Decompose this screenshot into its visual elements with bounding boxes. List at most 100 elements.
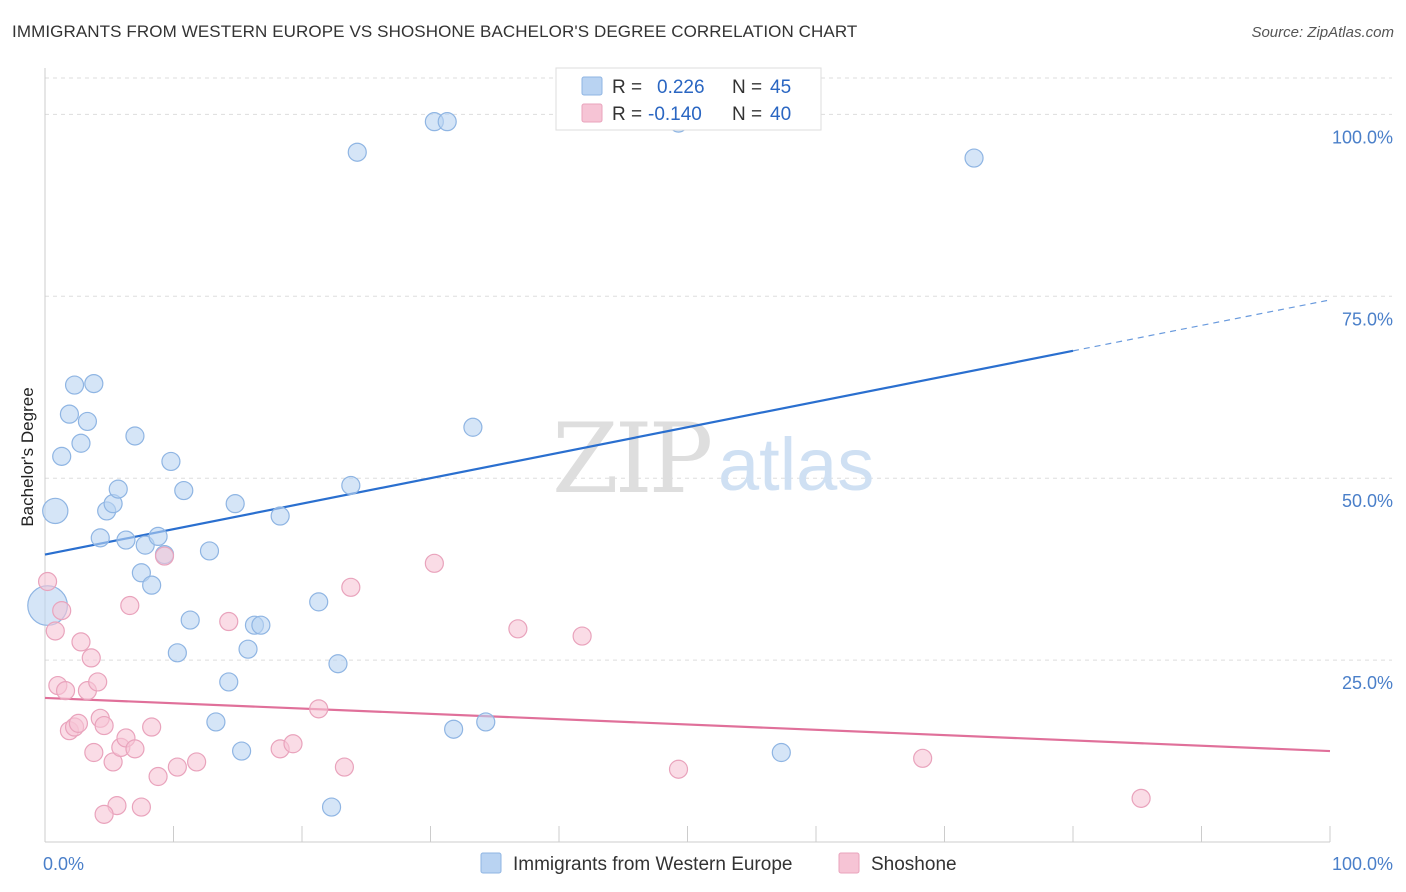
data-points [27, 112, 1151, 824]
blue-point-6 [77, 411, 98, 432]
pink-point-23 [148, 766, 168, 787]
pink-point-35 [572, 626, 592, 646]
series-label-2: Shoshone [871, 854, 957, 875]
legend-r-label-1: R = [612, 77, 642, 98]
pink-point-33 [424, 553, 444, 573]
legend-n-value-1: 45 [770, 77, 791, 98]
pink-point-25 [167, 757, 187, 777]
blue-point-2 [52, 446, 72, 466]
series-legend: Immigrants from Western Europe Shoshone [480, 852, 957, 875]
series-swatch-blue [480, 852, 502, 874]
y-tick-label-25: 25.0% [1342, 673, 1393, 693]
pink-point-19 [120, 595, 140, 616]
pink-point-10 [81, 648, 101, 668]
blue-point-35 [341, 475, 361, 496]
pink-point-22 [142, 717, 162, 737]
pink-point-7 [68, 713, 89, 733]
source-label: Source: ZipAtlas.com [1251, 24, 1394, 41]
pink-point-0 [37, 571, 58, 592]
pink-trend-line [44, 696, 1331, 753]
pink-point-38 [1131, 788, 1151, 808]
pink-point-30 [309, 699, 329, 719]
blue-point-33 [321, 797, 342, 817]
x-tick-label-0: 0.0% [43, 854, 84, 874]
blue-point-28 [238, 639, 258, 659]
y-axis-title: Bachelor's Degree [18, 387, 37, 526]
legend-r-value-1: 0.226 [657, 77, 705, 98]
legend-swatch-pink [581, 103, 603, 123]
x-tick-label-100: 100.0% [1332, 854, 1393, 874]
blue-point-14 [131, 563, 151, 583]
legend-n-value-2: 40 [770, 104, 791, 125]
grid-lines [45, 77, 1392, 661]
blue-point-21 [174, 480, 194, 501]
blue-point-38 [437, 112, 457, 132]
pink-point-32 [341, 577, 361, 597]
blue-point-11 [108, 479, 128, 499]
watermark-atlas: atlas [718, 423, 874, 506]
legend-r-value-2: -0.140 [648, 104, 702, 125]
y-tick-label-50: 50.0% [1342, 491, 1393, 511]
pink-point-26 [187, 752, 207, 772]
legend-n-label-2: N = [732, 104, 762, 125]
blue-point-41 [476, 712, 496, 732]
blue-point-26 [225, 494, 245, 514]
pink-point-39 [94, 804, 114, 824]
blue-point-5 [71, 433, 91, 453]
y-tick-label-100: 100.0% [1332, 127, 1393, 147]
pink-point-20 [125, 739, 145, 759]
blue-point-13 [125, 426, 145, 446]
axes: 25.0% 50.0% 75.0% 100.0% 0.0% 100.0% [43, 68, 1393, 874]
blue-point-19 [161, 451, 181, 472]
pink-point-31 [334, 757, 355, 777]
blue-point-7 [84, 374, 104, 394]
series-swatch-pink [838, 852, 860, 874]
blue-point-4 [64, 375, 85, 395]
correlation-legend: R = 0.226 N = 45 R = -0.140 N = 40 [555, 67, 822, 131]
blue-point-43 [771, 742, 791, 763]
blue-point-23 [199, 541, 220, 561]
blue-point-1 [42, 497, 69, 525]
series-label-1: Immigrants from Western Europe [513, 854, 792, 875]
blue-point-34 [328, 654, 348, 674]
chart-title: IMMIGRANTS FROM WESTERN EUROPE VS SHOSHO… [12, 22, 858, 41]
blue-point-25 [219, 672, 239, 692]
y-tick-label-75: 75.0% [1342, 309, 1393, 329]
blue-point-36 [347, 142, 367, 162]
legend-n-label-1: N = [732, 77, 762, 98]
pink-point-1 [45, 621, 65, 641]
pink-point-21 [131, 797, 151, 817]
pink-point-12 [88, 672, 108, 692]
pink-point-34 [508, 619, 528, 639]
pink-point-36 [668, 759, 689, 779]
blue-point-17 [148, 526, 168, 547]
blue-point-40 [463, 417, 483, 437]
pink-point-37 [913, 748, 933, 768]
blue-point-24 [206, 712, 226, 732]
pink-point-8 [71, 632, 91, 652]
blue-point-8 [90, 528, 110, 548]
blue-trend-line [44, 349, 1074, 556]
blue-point-39 [444, 719, 464, 739]
pink-point-29 [283, 734, 303, 754]
blue-point-32 [309, 592, 329, 612]
pink-point-14 [94, 715, 114, 736]
pink-point-4 [55, 681, 76, 701]
legend-swatch-blue [581, 76, 603, 96]
blue-point-22 [180, 610, 200, 630]
pink-point-24 [154, 546, 175, 566]
blue-point-27 [232, 741, 252, 761]
blue-point-12 [116, 530, 136, 550]
watermark-zip: ZIP [552, 403, 711, 515]
blue-point-31 [270, 506, 290, 526]
blue-trend-extension [1072, 299, 1331, 352]
trend-lines [44, 299, 1331, 753]
blue-point-30 [251, 615, 271, 635]
pink-point-27 [219, 611, 239, 632]
blue-point-20 [167, 643, 187, 663]
watermark: ZIP atlas [552, 403, 874, 515]
pink-point-11 [84, 742, 104, 763]
y-axis-title-group: Bachelor's Degree [18, 387, 37, 526]
legend-r-label-2: R = [612, 104, 642, 125]
